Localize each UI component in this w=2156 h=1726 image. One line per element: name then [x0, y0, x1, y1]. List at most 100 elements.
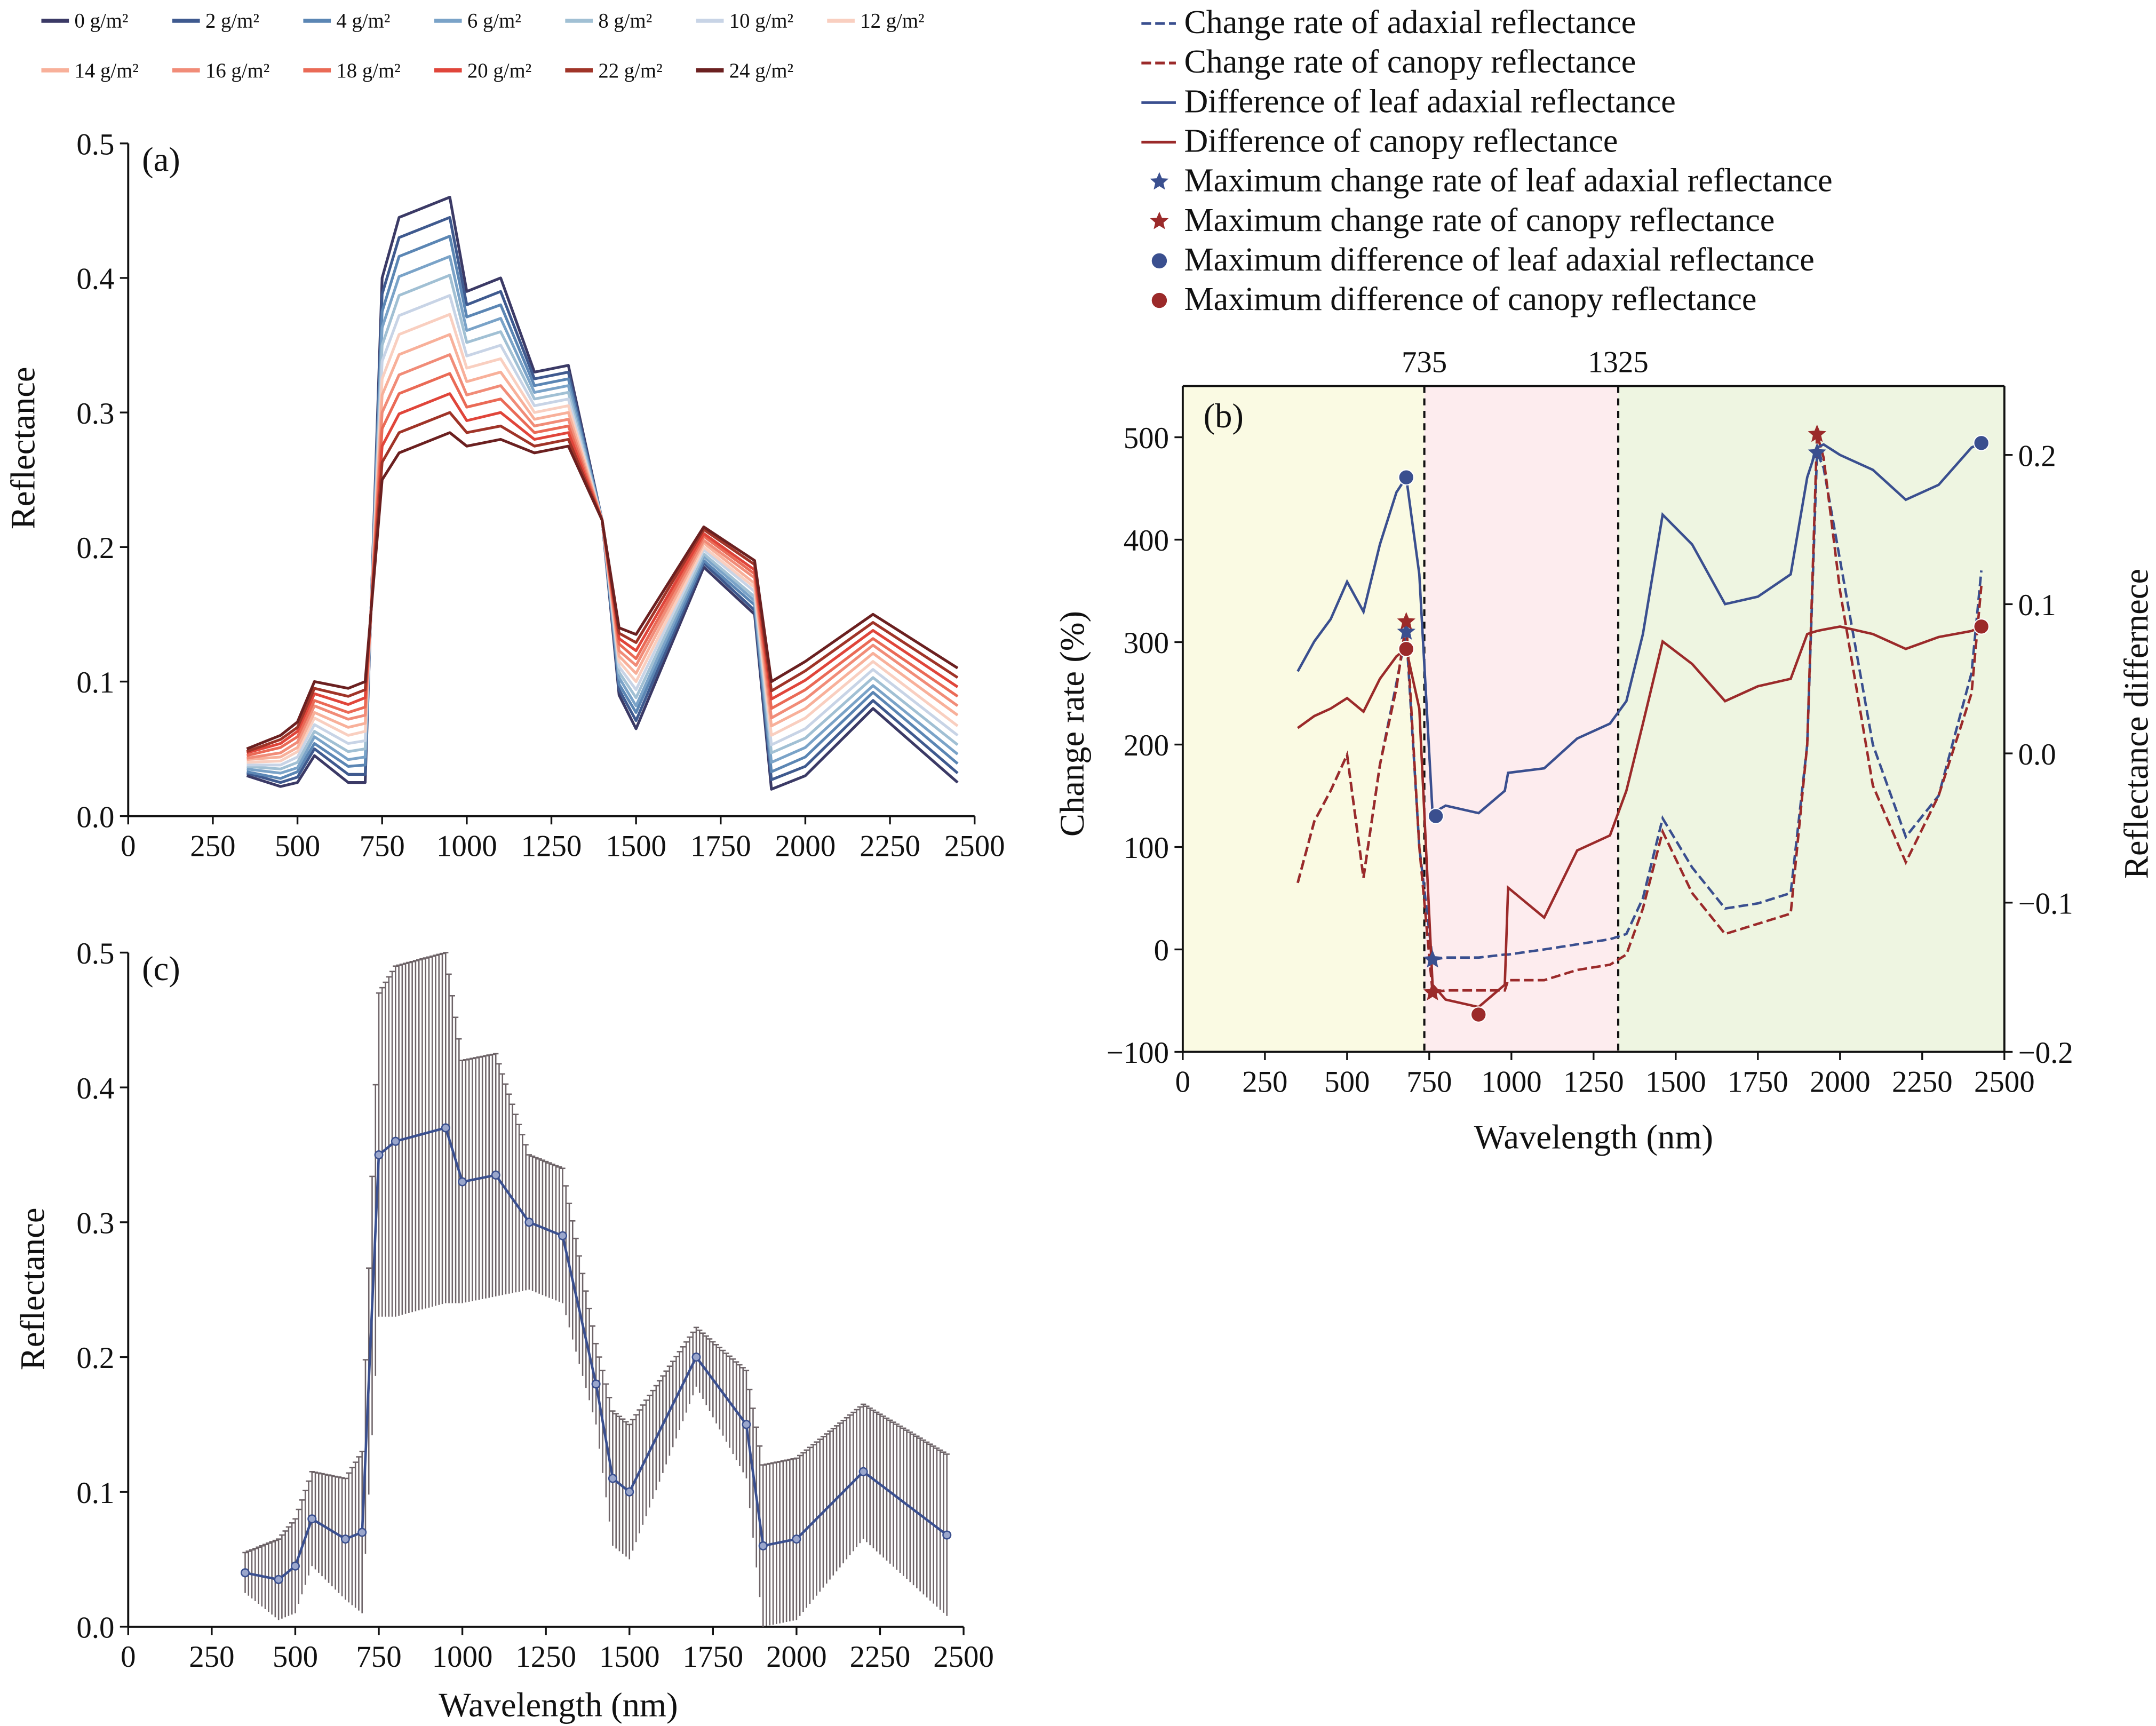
series-line	[1296, 442, 1982, 815]
x-tick-label: 1750	[682, 1640, 743, 1674]
y-tick-label: 300	[1124, 626, 1169, 660]
panel-b-legend: Change rate of adaxial reflectanceChange…	[1141, 4, 1833, 317]
x-tick-label: 500	[1324, 1065, 1370, 1099]
panel-b-ylabel-right: Reflectance differnece	[2117, 569, 2155, 879]
y-right-tick-label: 0.1	[2018, 588, 2056, 622]
mean-point	[274, 1574, 283, 1584]
series-line	[246, 431, 959, 750]
x-tick-label: 2500	[1974, 1065, 2035, 1099]
y-tick-label: 0.3	[76, 397, 114, 431]
mean-point	[758, 1541, 768, 1550]
y-tick-label: 100	[1124, 831, 1169, 865]
panel-b-tag: (b)	[1204, 396, 1244, 435]
legend-label: Maximum change rate of leaf adaxial refl…	[1184, 163, 1832, 199]
y-right-tick-label: −0.2	[2018, 1036, 2073, 1070]
x-tick-label: 2250	[1892, 1065, 1953, 1099]
mean-point	[340, 1534, 350, 1544]
legend-label: 4 g/m²	[336, 10, 390, 33]
region-band	[1424, 386, 1619, 1052]
x-tick-label: 1000	[1481, 1065, 1542, 1099]
x-tick-label: 1000	[436, 830, 497, 863]
y-tick-label: 0.1	[76, 666, 114, 699]
x-tick-label: 750	[356, 1640, 401, 1674]
panel-a-tag: (a)	[142, 140, 180, 179]
circle-marker	[1470, 1006, 1487, 1023]
x-tick-label: 750	[360, 830, 405, 863]
mean-point	[458, 1177, 467, 1187]
x-tick-label: 2250	[860, 830, 920, 863]
panel-c-tag: (c)	[142, 949, 180, 988]
x-tick-label: 1750	[1728, 1065, 1788, 1099]
legend-label: Change rate of adaxial reflectance	[1184, 4, 1636, 41]
mean-point	[391, 1136, 400, 1146]
x-tick-label: 500	[275, 830, 320, 863]
x-tick-label: 0	[1175, 1065, 1190, 1099]
x-tick-label: 2500	[933, 1640, 994, 1674]
mean-point	[942, 1530, 952, 1540]
x-tick-label: 250	[189, 1640, 234, 1674]
y-tick-label: 0.5	[76, 128, 114, 161]
series-line	[246, 411, 959, 753]
panel-a-reflectance-by-dose: 0 250 500 750 1000 1250 1500 1750 2000 2250 2500 0.…	[76, 128, 1005, 863]
mean-point	[858, 1467, 868, 1476]
x-tick-label: 0	[121, 830, 136, 863]
mean-point	[524, 1218, 534, 1227]
x-tick-label: 1250	[515, 1640, 576, 1674]
mean-point	[625, 1487, 634, 1497]
y-tick-label: 0.3	[76, 1206, 114, 1240]
mean-point	[792, 1534, 801, 1544]
legend-label: 18 g/m²	[336, 59, 400, 82]
y-tick-label: 0.2	[76, 531, 114, 565]
x-tick-label: 750	[1406, 1065, 1452, 1099]
y-tick-label: 0.0	[76, 800, 114, 834]
panel-a-legend: 0 g/m² 2 g/m² 4 g/m² 6 g/m² 8 g/m² 10 g/m² 12 …	[41, 10, 925, 82]
y-tick-label: −100	[1107, 1036, 1169, 1070]
x-tick-label: 500	[273, 1640, 318, 1674]
mean-point	[742, 1420, 751, 1429]
panel-a-ylabel: Reflectance	[4, 367, 42, 529]
x-tick-label: 1500	[606, 830, 666, 863]
legend-label: 10 g/m²	[729, 10, 793, 33]
x-tick-label: 2250	[850, 1640, 911, 1674]
circle-marker	[1973, 618, 1990, 635]
legend-circle-icon	[1151, 253, 1167, 269]
y-tick-label: 0	[1154, 934, 1169, 967]
y-tick-label: 200	[1124, 729, 1169, 762]
legend-label: 20 g/m²	[467, 59, 531, 82]
legend-label: Maximum difference of leaf adaxial refle…	[1184, 242, 1814, 278]
mean-point	[290, 1561, 300, 1571]
region-band	[1182, 386, 1425, 1052]
x-tick-label: 1500	[599, 1640, 660, 1674]
mean-point	[374, 1150, 384, 1160]
circle-marker	[1398, 641, 1414, 657]
panel-b-ylabel-left: Change rate (%)	[1053, 611, 1092, 837]
boundary-label: 735	[1402, 346, 1447, 379]
legend-label: Change rate of canopy reflectance	[1184, 44, 1636, 80]
legend-label: Maximum difference of canopy reflectance	[1184, 281, 1756, 317]
circle-marker	[1427, 808, 1444, 824]
legend-label: Maximum change rate of canopy reflectanc…	[1184, 202, 1775, 238]
series-line	[1296, 625, 1982, 1009]
mean-point	[591, 1379, 601, 1389]
circle-marker	[1973, 435, 1990, 451]
y-right-tick-label: 0.2	[2018, 439, 2056, 473]
x-tick-label: 1000	[432, 1640, 493, 1674]
legend-label: 8 g/m²	[598, 10, 652, 33]
y-tick-label: 500	[1124, 421, 1169, 455]
y-tick-label: 0.5	[76, 937, 114, 971]
region-band	[1618, 386, 2004, 1052]
panel-c-mean-reflectance-errorbars: 0 250 500 750 1000 1250 1500 1750 2000 2250 2500 0.…	[76, 937, 993, 1674]
star-marker	[1808, 424, 1826, 442]
x-tick-label: 2500	[944, 830, 1005, 863]
legend-label: 6 g/m²	[467, 10, 521, 33]
series-line	[1296, 434, 1983, 994]
y-tick-label: 0.1	[76, 1476, 114, 1510]
x-tick-label: 250	[190, 830, 235, 863]
y-right-tick-label: 0.0	[2018, 738, 2056, 771]
star-marker	[1397, 622, 1416, 640]
mean-point	[558, 1231, 568, 1240]
mean-point	[357, 1528, 367, 1537]
x-tick-label: 2000	[1810, 1065, 1871, 1099]
mean-point	[608, 1474, 617, 1483]
series-line	[246, 195, 959, 791]
